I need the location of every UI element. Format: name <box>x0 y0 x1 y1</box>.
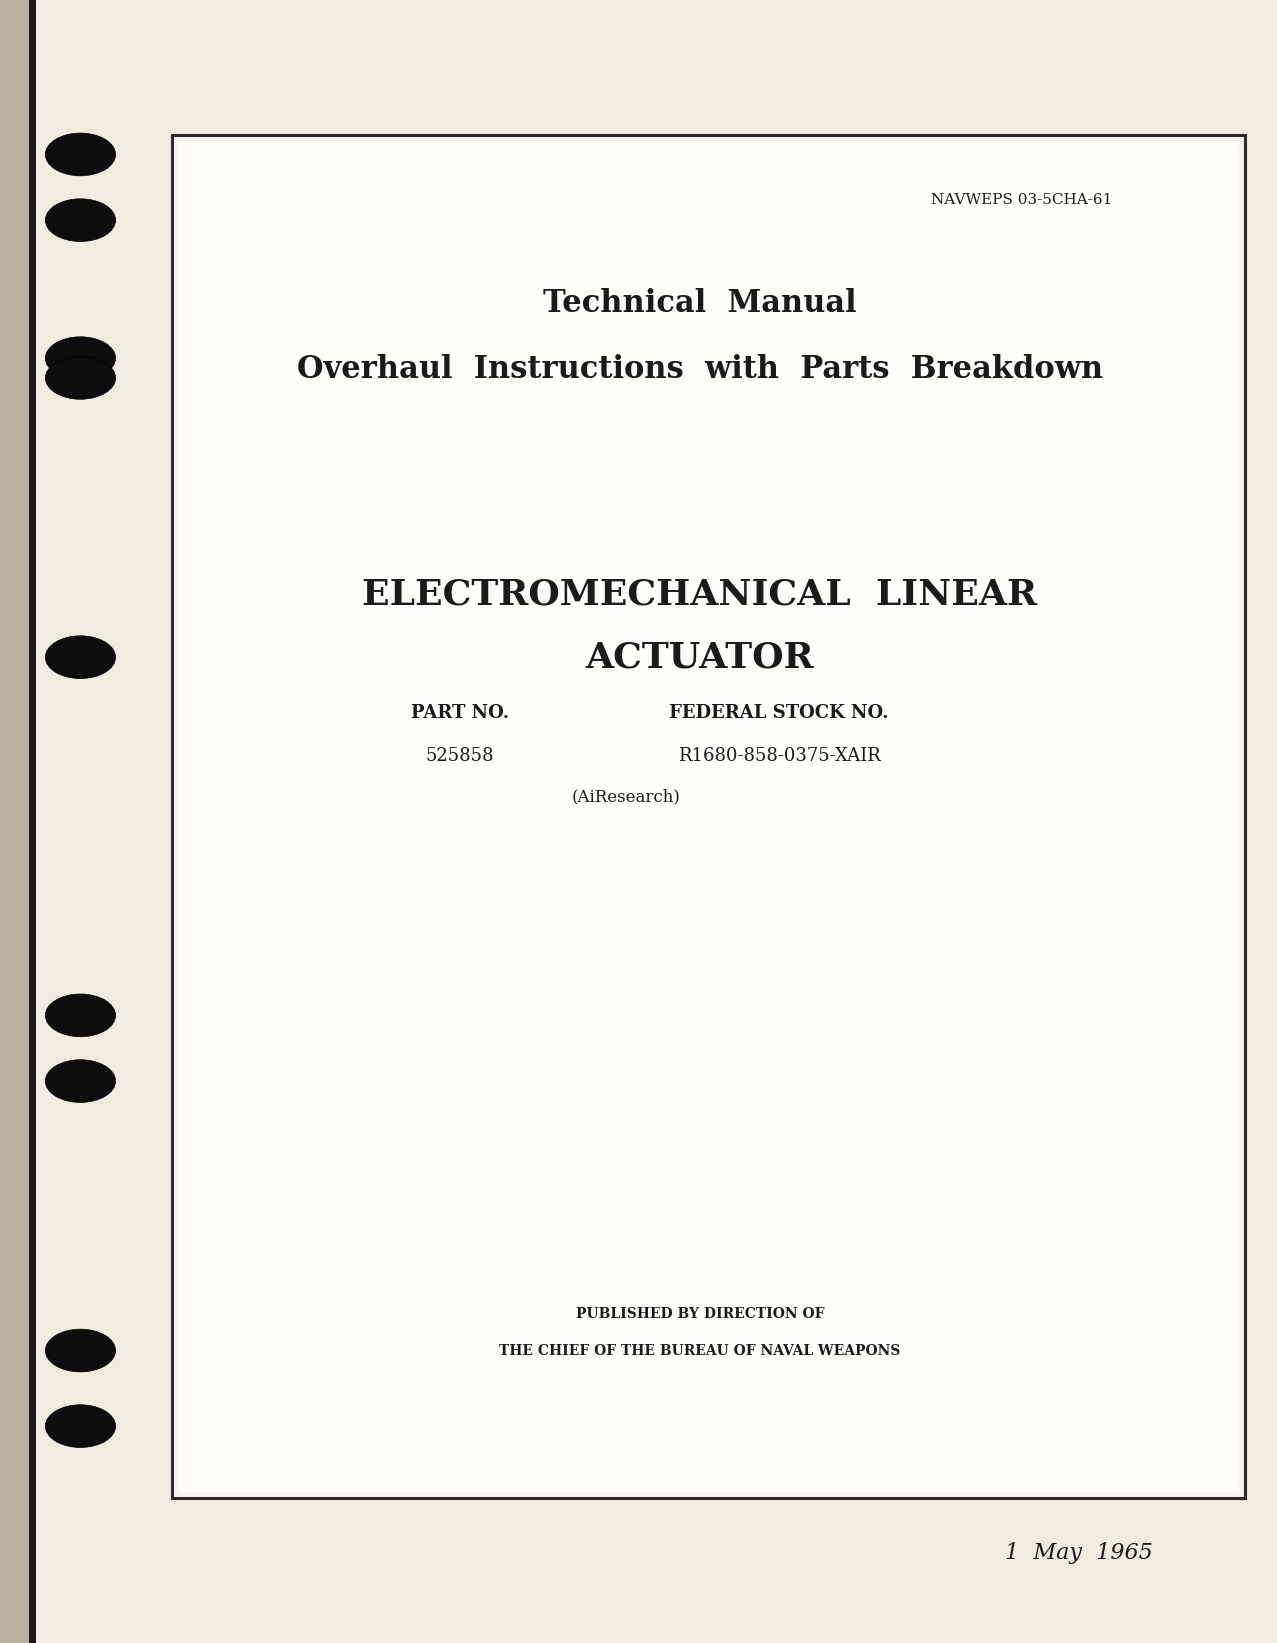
Bar <box>0 0 33 1643</box>
Text: ACTUATOR: ACTUATOR <box>585 641 815 674</box>
Ellipse shape <box>46 199 115 242</box>
Text: 525858: 525858 <box>425 748 494 764</box>
Text: (AiResearch): (AiResearch) <box>571 789 681 805</box>
Ellipse shape <box>46 357 115 399</box>
Text: ELECTROMECHANICAL  LINEAR: ELECTROMECHANICAL LINEAR <box>363 578 1037 611</box>
Ellipse shape <box>46 1329 115 1372</box>
Text: Overhaul  Instructions  with  Parts  Breakdown: Overhaul Instructions with Parts Breakdo… <box>296 355 1103 384</box>
Text: 1  May  1965: 1 May 1965 <box>1005 1541 1153 1564</box>
Ellipse shape <box>46 1060 115 1102</box>
Ellipse shape <box>46 994 115 1037</box>
Ellipse shape <box>46 133 115 176</box>
Text: THE CHIEF OF THE BUREAU OF NAVAL WEAPONS: THE CHIEF OF THE BUREAU OF NAVAL WEAPONS <box>499 1344 900 1357</box>
Text: PUBLISHED BY DIRECTION OF: PUBLISHED BY DIRECTION OF <box>576 1308 824 1321</box>
Ellipse shape <box>46 636 115 679</box>
Text: R1680-858-0375-XAIR: R1680-858-0375-XAIR <box>678 748 880 764</box>
Text: FEDERAL STOCK NO.: FEDERAL STOCK NO. <box>669 705 889 721</box>
Ellipse shape <box>46 1405 115 1447</box>
Ellipse shape <box>46 337 115 380</box>
Bar <box>179 141 1239 1492</box>
Bar <box>172 135 1245 1498</box>
Text: PART NO.: PART NO. <box>411 705 508 721</box>
Text: Technical  Manual: Technical Manual <box>543 289 857 319</box>
Text: NAVWEPS 03-5CHA-61: NAVWEPS 03-5CHA-61 <box>931 194 1112 207</box>
Bar <box>29 0 36 1643</box>
